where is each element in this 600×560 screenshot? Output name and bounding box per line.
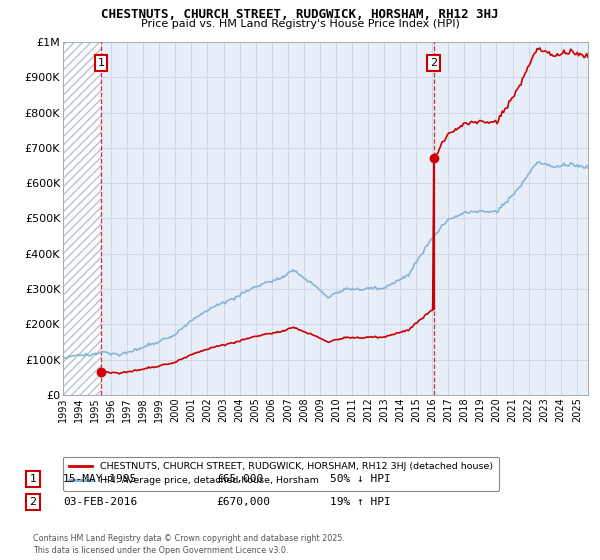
Text: 15-MAY-1995: 15-MAY-1995 (63, 474, 137, 484)
Text: 1: 1 (98, 58, 104, 68)
Bar (63, 42, 101, 395)
Text: 2: 2 (430, 58, 437, 68)
Text: 2: 2 (29, 497, 37, 507)
Text: 1: 1 (29, 474, 37, 484)
Legend: CHESTNUTS, CHURCH STREET, RUDGWICK, HORSHAM, RH12 3HJ (detached house), HPI: Ave: CHESTNUTS, CHURCH STREET, RUDGWICK, HORS… (63, 456, 499, 491)
Text: £65,000: £65,000 (216, 474, 263, 484)
Text: £670,000: £670,000 (216, 497, 270, 507)
Text: Price paid vs. HM Land Registry's House Price Index (HPI): Price paid vs. HM Land Registry's House … (140, 19, 460, 29)
Text: 19% ↑ HPI: 19% ↑ HPI (330, 497, 391, 507)
Text: CHESTNUTS, CHURCH STREET, RUDGWICK, HORSHAM, RH12 3HJ: CHESTNUTS, CHURCH STREET, RUDGWICK, HORS… (101, 8, 499, 21)
Text: 03-FEB-2016: 03-FEB-2016 (63, 497, 137, 507)
Text: Contains HM Land Registry data © Crown copyright and database right 2025.
This d: Contains HM Land Registry data © Crown c… (33, 534, 345, 555)
Text: 50% ↓ HPI: 50% ↓ HPI (330, 474, 391, 484)
